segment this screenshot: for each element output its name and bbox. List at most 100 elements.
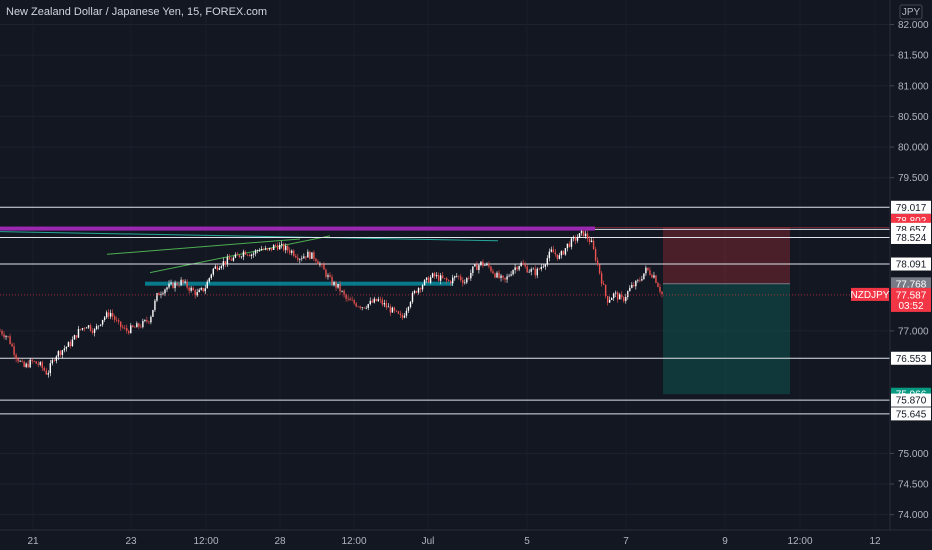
candle-body (299, 259, 301, 260)
candle-body (270, 248, 273, 250)
candle-body (359, 306, 361, 308)
time-tick-label: 12:00 (193, 536, 218, 547)
candle-body (586, 233, 589, 240)
candle-body (148, 321, 150, 323)
candle-body (357, 306, 359, 308)
trend-line-channel-bottom[interactable] (149, 235, 331, 274)
candle-body (248, 255, 251, 257)
candle-body (651, 274, 653, 278)
time-tick-label: 9 (722, 536, 728, 547)
price-tick-label: 74.000 (898, 510, 929, 521)
candle-body (452, 277, 454, 284)
support-band[interactable] (145, 281, 453, 286)
candle-body (172, 282, 174, 289)
candle-body (212, 268, 214, 275)
candle-body (574, 237, 577, 241)
candle-body (490, 266, 492, 272)
resistance-band[interactable] (0, 226, 595, 231)
trend-line-upper[interactable] (0, 231, 499, 242)
candle-body (572, 237, 575, 239)
candle-body (218, 268, 221, 270)
symbol-tag-box (851, 287, 889, 301)
trend-line-channel-top[interactable] (106, 238, 301, 255)
price-tag-label: 75.645 (896, 409, 927, 420)
candle-body (3, 334, 5, 338)
candle-body (285, 245, 287, 251)
candle-body (264, 248, 267, 250)
candle-body (526, 266, 528, 273)
stop-loss-zone[interactable] (663, 227, 790, 284)
candle-body (498, 272, 500, 278)
candle-body (252, 253, 255, 255)
candle-body (397, 311, 400, 314)
horizontal-levels[interactable] (0, 206, 890, 415)
candle-body (508, 275, 510, 277)
candle-body (516, 267, 518, 270)
candle-body (37, 363, 39, 365)
candle-body (182, 279, 184, 283)
candle-body (39, 362, 41, 365)
candle-body (542, 266, 544, 268)
candle-body (260, 249, 263, 251)
price-tag-label: 77.768 (896, 279, 927, 290)
candle-body (480, 261, 482, 266)
candle-body (621, 294, 623, 297)
candle-body (631, 284, 633, 288)
candle-body (484, 265, 486, 266)
candle-body (103, 317, 106, 320)
candle-body (582, 230, 585, 237)
candle-body (431, 273, 434, 278)
candle-body (317, 261, 319, 265)
candle-body (371, 300, 373, 303)
price-tag-box (891, 277, 931, 291)
candle-body (504, 277, 506, 280)
candle-body (351, 300, 353, 301)
candle-body (413, 290, 416, 294)
candle-body (375, 298, 377, 302)
candle-body (216, 266, 219, 270)
time-axis[interactable]: 21 23 12:00 28 12:00 Jul 5 7 9 12:00 12 (27, 536, 881, 547)
candle-body (435, 275, 438, 277)
candle-body (313, 252, 315, 259)
candle-body (602, 283, 605, 285)
candle-body (580, 230, 583, 234)
candle-body (617, 292, 619, 300)
candle-body (210, 274, 212, 279)
candle-body (562, 251, 565, 255)
candle-body (21, 360, 23, 362)
price-axis[interactable]: 82.000 81.500 81.000 80.500 80.000 79.500 77.0… (890, 20, 929, 521)
candle-body (367, 304, 369, 308)
time-tick-label: 5 (524, 536, 530, 547)
candle-body (13, 346, 15, 355)
candle-body (425, 277, 428, 280)
candle-body (353, 300, 355, 304)
short-position-tool[interactable] (663, 227, 790, 395)
candle-body (407, 307, 410, 311)
candle-body (604, 284, 607, 296)
candle-body (441, 275, 444, 279)
candle-body (456, 275, 458, 277)
candle-body (67, 342, 70, 347)
candle-body (295, 255, 297, 258)
candle-body (19, 360, 21, 362)
candle-body (419, 288, 422, 290)
candle-body (393, 307, 396, 311)
candle-body (492, 271, 494, 274)
price-tick-label: 74.500 (898, 480, 929, 491)
candle-body (232, 257, 235, 261)
candle-body (637, 280, 639, 281)
candle-body (79, 328, 82, 330)
price-tag-box (891, 393, 931, 407)
candle-body (164, 289, 166, 294)
candle-body (200, 287, 202, 290)
candle-body (168, 283, 170, 288)
candle-body (97, 325, 100, 327)
candle-body (653, 275, 655, 278)
candle-body (49, 363, 52, 374)
trend-lines[interactable] (0, 231, 499, 274)
candle-body (608, 299, 611, 303)
take-profit-zone[interactable] (663, 283, 790, 395)
candle-body (278, 245, 281, 250)
candle-body (309, 251, 311, 259)
